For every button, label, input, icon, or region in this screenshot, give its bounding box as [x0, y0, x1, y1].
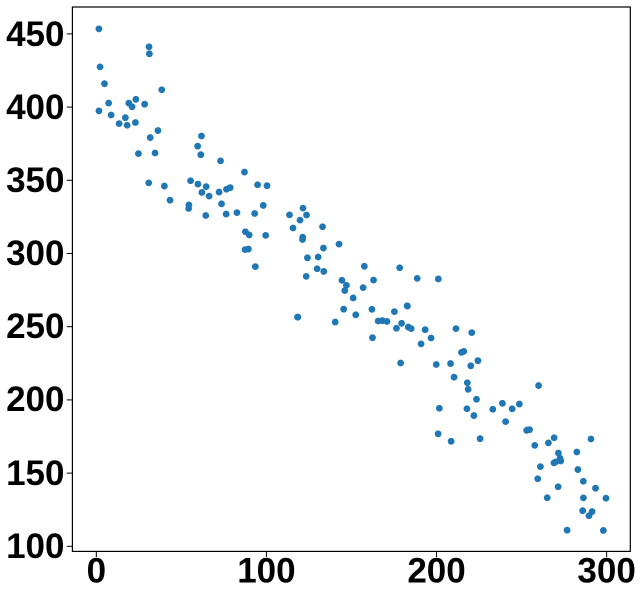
svg-text:250: 250	[6, 307, 64, 346]
svg-text:0: 0	[87, 552, 106, 591]
svg-text:200: 200	[407, 552, 465, 591]
svg-text:400: 400	[6, 88, 64, 127]
svg-text:300: 300	[6, 234, 64, 273]
svg-text:350: 350	[6, 161, 64, 200]
svg-text:200: 200	[6, 380, 64, 419]
svg-text:300: 300	[577, 552, 635, 591]
svg-text:150: 150	[6, 454, 64, 493]
svg-text:450: 450	[6, 15, 64, 54]
svg-text:100: 100	[237, 552, 295, 591]
svg-text:100: 100	[6, 527, 64, 566]
